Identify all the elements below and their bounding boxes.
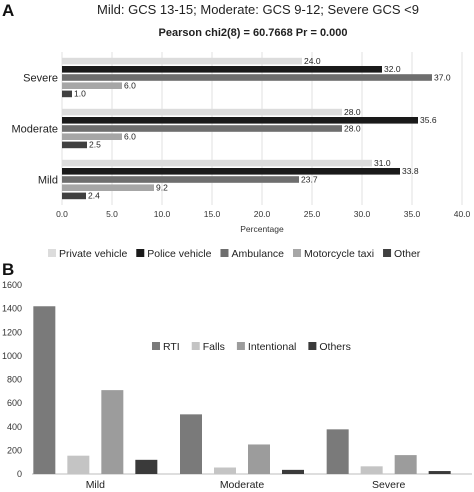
chart-b-y-tick: 800 bbox=[7, 375, 22, 385]
chart-a-x-tick: 20.0 bbox=[254, 209, 271, 219]
legend-label-motorcycle-taxi: Motorcycle taxi bbox=[304, 248, 374, 260]
legend-swatch-motorcycle-taxi bbox=[293, 249, 302, 257]
chart-a-x-tick: 30.0 bbox=[354, 209, 371, 219]
chart-b-y-tick: 1000 bbox=[2, 351, 22, 361]
bar-motorcycle-taxi-moderate bbox=[62, 133, 122, 140]
legend-label-rti: RTI bbox=[163, 341, 180, 353]
chart-a-category-severe: Severe bbox=[23, 73, 58, 85]
chart-a-bars: 24.0 32.0 37.0 6.0 1.0 28.0 35.6 28.0 6.0 2.5 31.0… bbox=[62, 56, 451, 201]
chart-b-categories: Mild Moderate Severe bbox=[86, 479, 406, 491]
bar-intentional-moderate bbox=[248, 444, 270, 474]
legend-label-others: Others bbox=[319, 341, 351, 353]
legend-swatch-police-vehicle bbox=[136, 249, 145, 257]
data-label-police-vehicle-severe: 32.0 bbox=[384, 64, 401, 74]
data-label-police-vehicle-moderate: 35.6 bbox=[420, 115, 437, 125]
data-label-ambulance-mild: 23.7 bbox=[301, 174, 318, 184]
legend-label-private-vehicle: Private vehicle bbox=[59, 248, 127, 260]
data-label-private-vehicle-mild: 31.0 bbox=[374, 158, 391, 168]
bar-falls-moderate bbox=[214, 467, 236, 474]
bar-ambulance-severe bbox=[62, 74, 432, 81]
data-label-ambulance-severe: 37.0 bbox=[434, 72, 451, 82]
bar-police-vehicle-severe bbox=[62, 66, 382, 73]
legend-swatch-ambulance bbox=[220, 249, 229, 257]
data-label-motorcycle-taxi-moderate: 6.0 bbox=[124, 132, 136, 142]
panel-b-letter: B bbox=[2, 260, 14, 279]
bar-private-vehicle-moderate bbox=[62, 108, 342, 116]
bar-private-vehicle-severe bbox=[62, 57, 302, 65]
legend-label-intentional: Intentional bbox=[248, 341, 296, 353]
bar-rti-mild bbox=[33, 306, 56, 474]
legend-swatch-rti bbox=[152, 342, 160, 350]
bar-rti-moderate bbox=[180, 414, 202, 474]
bar-other-mild bbox=[62, 192, 86, 200]
chart-b-category-severe: Severe bbox=[372, 479, 405, 491]
bar-others-moderate bbox=[282, 469, 304, 474]
chart-a-xlabel: Percentage bbox=[240, 224, 284, 234]
data-label-private-vehicle-severe: 24.0 bbox=[304, 56, 321, 66]
legend-swatch-falls bbox=[191, 342, 200, 350]
chart-b-y-ticks: 0 200 400 600 800 1000 1200 1400 1600 bbox=[2, 280, 22, 479]
panel-a-letter: A bbox=[2, 1, 14, 20]
chart-b-category-mild: Mild bbox=[86, 479, 105, 491]
bar-other-moderate bbox=[62, 141, 87, 149]
bar-intentional-mild bbox=[101, 390, 124, 474]
bar-motorcycle-taxi-mild bbox=[62, 184, 154, 191]
bar-private-vehicle-mild bbox=[62, 159, 372, 167]
bar-motorcycle-taxi-severe bbox=[62, 82, 122, 89]
legend-label-other: Other bbox=[394, 248, 421, 260]
legend-swatch-intentional bbox=[236, 342, 245, 350]
data-label-motorcycle-taxi-severe: 6.0 bbox=[124, 81, 136, 91]
data-label-motorcycle-taxi-mild: 9.2 bbox=[156, 183, 168, 193]
data-label-other-mild: 2.4 bbox=[88, 191, 100, 201]
chart-a-title: Mild: GCS 13-15; Moderate: GCS 9-12; Sev… bbox=[97, 2, 419, 17]
chart-b-y-tick: 0 bbox=[17, 469, 22, 479]
chart-b-y-tick: 1400 bbox=[2, 304, 22, 314]
chart-a-x-tick: 25.0 bbox=[304, 209, 321, 219]
bar-other-severe bbox=[62, 90, 72, 98]
chart-a-x-tick: 0.0 bbox=[56, 209, 68, 219]
data-label-ambulance-moderate: 28.0 bbox=[344, 123, 361, 133]
chart-a-x-tick: 35.0 bbox=[404, 209, 421, 219]
bar-others-severe bbox=[428, 471, 451, 474]
bar-falls-severe bbox=[360, 466, 383, 474]
chart-b-bars bbox=[33, 306, 451, 474]
chart-a-legend: Private vehicle Police vehicle Ambulance Mo… bbox=[48, 248, 421, 260]
data-label-private-vehicle-moderate: 28.0 bbox=[344, 107, 361, 117]
bar-ambulance-mild bbox=[62, 176, 299, 183]
chart-b-y-tick: 1200 bbox=[2, 327, 22, 337]
legend-label-ambulance: Ambulance bbox=[231, 248, 284, 260]
bar-falls-mild bbox=[67, 455, 90, 474]
chart-a-x-tick: 15.0 bbox=[204, 209, 221, 219]
legend-label-police-vehicle: Police vehicle bbox=[147, 248, 211, 260]
chart-a-x-ticks: 0.0 5.0 10.0 15.0 20.0 25.0 30.0 35.0 40.0 bbox=[56, 209, 470, 219]
legend-swatch-private-vehicle bbox=[48, 249, 56, 257]
legend-swatch-other bbox=[383, 249, 392, 257]
bar-police-vehicle-moderate bbox=[62, 117, 418, 124]
chart-a-x-tick: 5.0 bbox=[106, 209, 118, 219]
data-label-other-moderate: 2.5 bbox=[89, 140, 101, 150]
bar-rti-severe bbox=[326, 429, 349, 474]
bar-police-vehicle-mild bbox=[62, 168, 400, 175]
bar-ambulance-moderate bbox=[62, 125, 342, 132]
legend-swatch-others bbox=[308, 342, 317, 350]
chart-b-y-tick: 1600 bbox=[2, 280, 22, 290]
data-label-other-severe: 1.0 bbox=[74, 89, 86, 99]
chart-b-y-tick: 400 bbox=[7, 422, 22, 432]
chart-a-categories: Severe Moderate Mild bbox=[12, 73, 58, 187]
chart-a-category-mild: Mild bbox=[38, 175, 58, 187]
chart-b-y-tick: 600 bbox=[7, 398, 22, 408]
bar-others-mild bbox=[135, 459, 158, 474]
data-label-police-vehicle-mild: 33.8 bbox=[402, 166, 419, 176]
chart-a-x-tick: 10.0 bbox=[154, 209, 171, 219]
legend-label-falls: Falls bbox=[203, 341, 225, 353]
chart-a-subtitle: Pearson chi2(8) = 60.7668 Pr = 0.000 bbox=[159, 27, 348, 39]
chart-b-legend: RTI Falls Intentional Others bbox=[152, 341, 351, 353]
chart-a-x-tick: 40.0 bbox=[454, 209, 471, 219]
chart-a-category-moderate: Moderate bbox=[12, 124, 58, 136]
chart-b-category-moderate: Moderate bbox=[220, 479, 265, 491]
bar-intentional-severe bbox=[394, 455, 417, 474]
chart-b-y-tick: 200 bbox=[7, 445, 22, 455]
